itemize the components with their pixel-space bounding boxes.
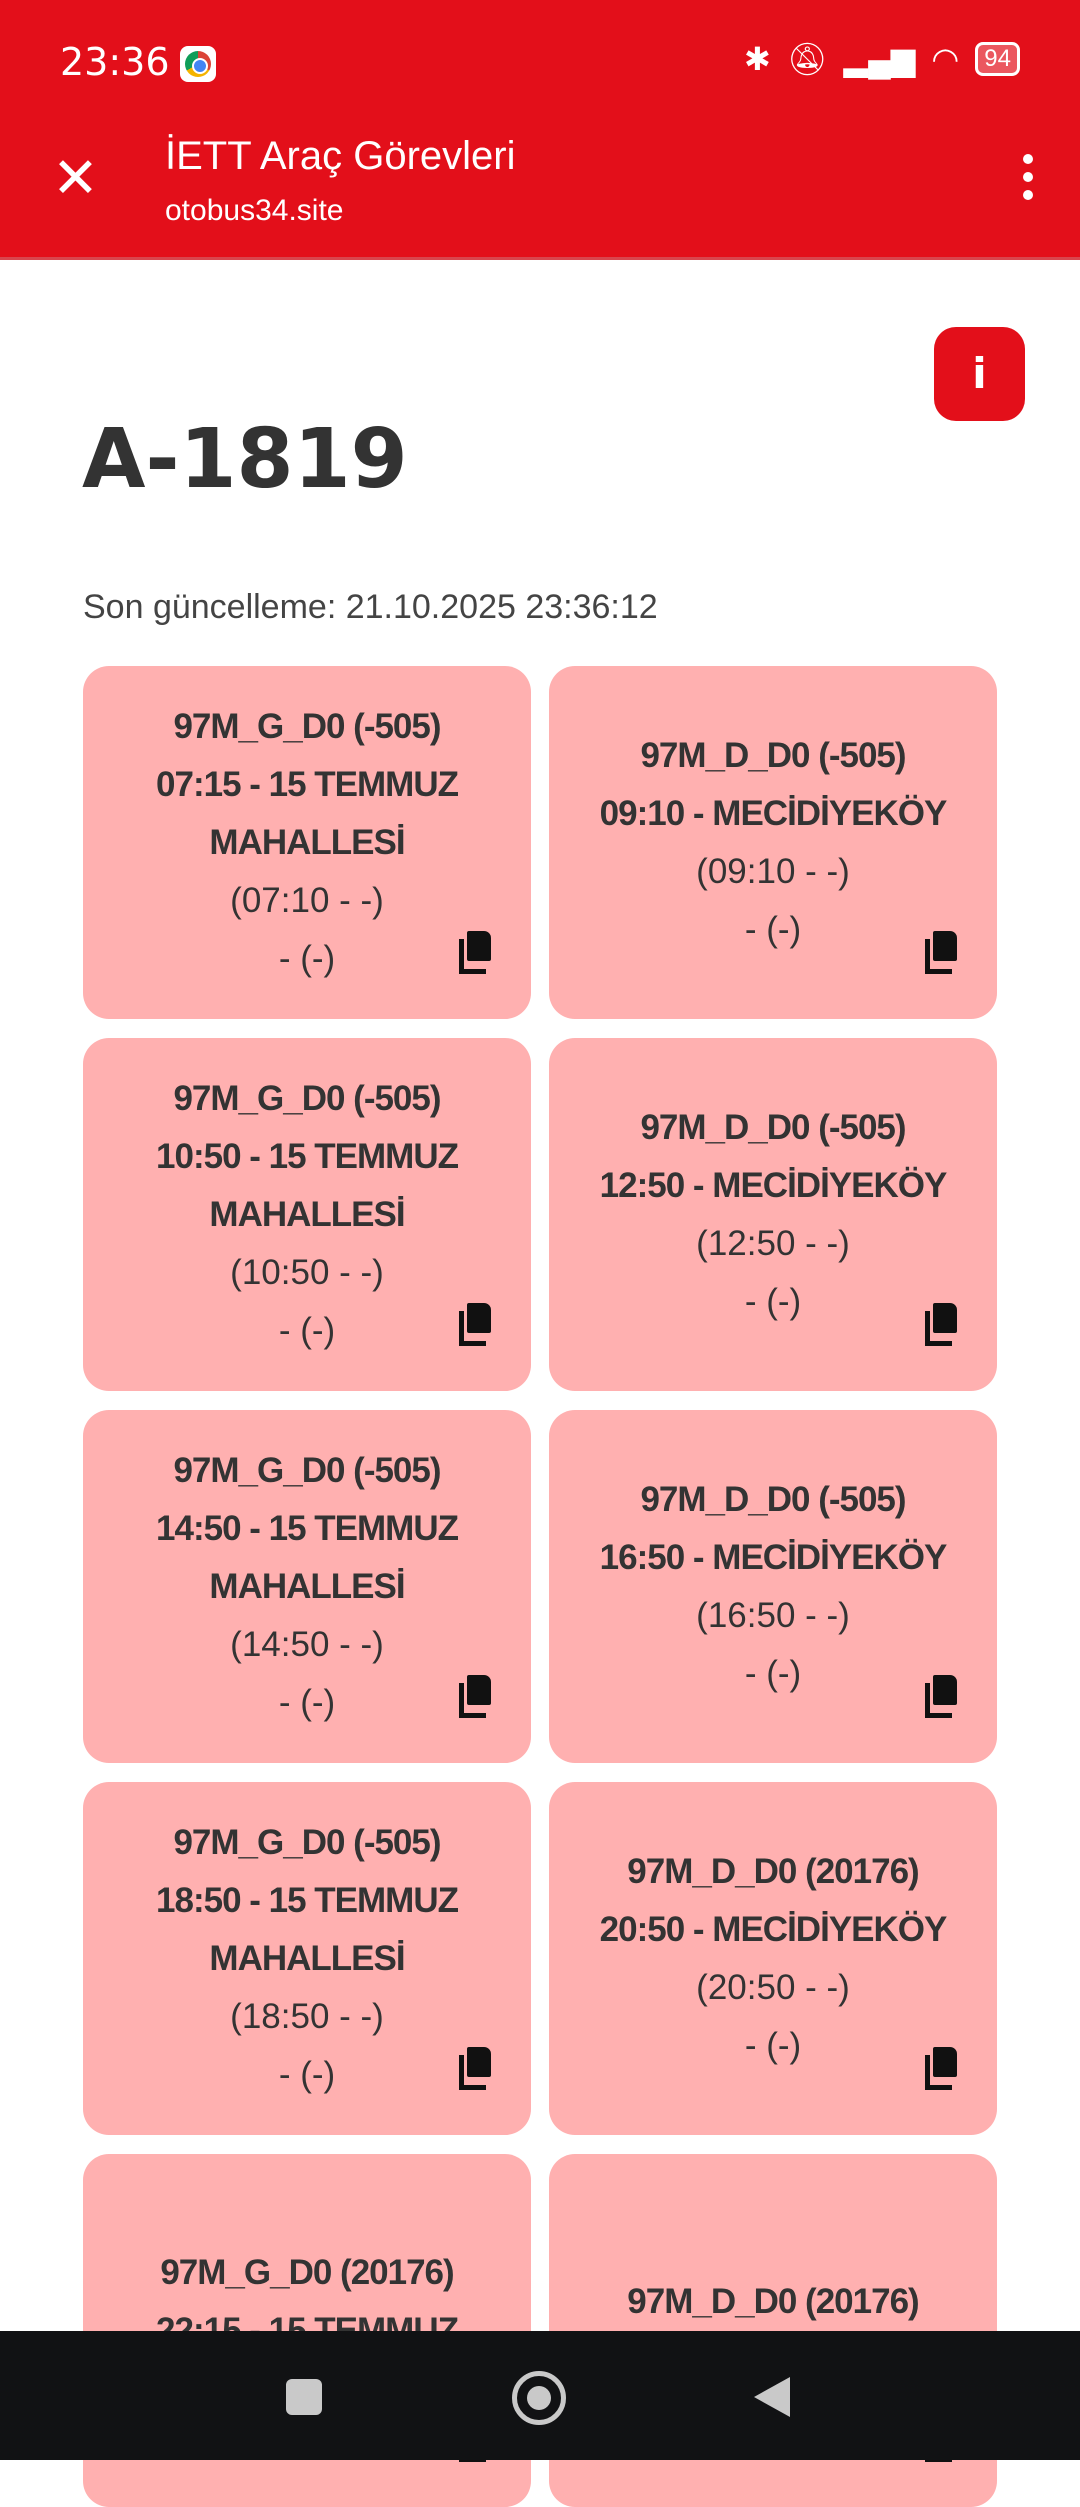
task-status: - (-) — [278, 2054, 336, 2094]
close-icon[interactable]: ✕ — [52, 146, 99, 209]
navigation-bar — [0, 2331, 1080, 2460]
page-title: A-1819 — [82, 412, 408, 507]
status-icons: ✱ 🔕︎ ▂▄▆ ◠ 94 — [744, 40, 1020, 78]
task-actual-time: (18:50 - -) — [230, 1996, 384, 2036]
last-updated: Son güncelleme: 21.10.2025 23:36:12 — [83, 588, 658, 626]
task-departure: 07:15 - 15 TEMMUZ MAHALLESİ — [156, 764, 459, 862]
task-actual-time: (07:10 - -) — [230, 880, 384, 920]
wifi-icon: ◠ — [931, 41, 960, 77]
task-card[interactable]: 97M_D_D0 (-505) 16:50 - MECİDİYEKÖY (16:… — [549, 1410, 997, 1763]
task-card[interactable]: 97M_D_D0 (20176) 20:50 - MECİDİYEKÖY (20… — [549, 1782, 997, 2135]
task-status: - (-) — [278, 1310, 336, 1350]
task-route: 97M_G_D0 (-505) — [173, 1822, 441, 1862]
task-actual-time: (10:50 - -) — [230, 1252, 384, 1292]
home-button[interactable] — [512, 2371, 566, 2425]
task-departure: 18:50 - 15 TEMMUZ MAHALLESİ — [156, 1880, 459, 1978]
copy-icon[interactable] — [459, 2047, 491, 2090]
toolbar-title: İETT Araç Görevleri — [165, 134, 516, 178]
task-card[interactable]: 97M_G_D0 (-505) 18:50 - 15 TEMMUZ MAHALL… — [83, 1782, 531, 2135]
copy-icon[interactable] — [925, 1303, 957, 1346]
task-departure: 14:50 - 15 TEMMUZ MAHALLESİ — [156, 1508, 459, 1606]
task-route: 97M_D_D0 (20176) — [627, 1851, 919, 1891]
task-departure: 12:50 - MECİDİYEKÖY — [599, 1165, 948, 1205]
task-card[interactable]: 97M_D_D0 (-505) 09:10 - MECİDİYEKÖY (09:… — [549, 666, 997, 1019]
task-card[interactable]: 97M_G_D0 (-505) 14:50 - 15 TEMMUZ MAHALL… — [83, 1410, 531, 1763]
task-departure: 20:50 - MECİDİYEKÖY — [599, 1909, 948, 1949]
copy-icon[interactable] — [925, 931, 957, 974]
status-bar: 23:36 ✱ 🔕︎ ▂▄▆ ◠ 94 — [0, 0, 1080, 110]
task-grid: 97M_G_D0 (-505) 07:15 - 15 TEMMUZ MAHALL… — [83, 666, 997, 2507]
task-route: 97M_G_D0 (-505) — [173, 706, 441, 746]
task-departure: 09:10 - MECİDİYEKÖY — [599, 793, 948, 833]
task-actual-time: (20:50 - -) — [696, 1967, 850, 2007]
task-status: - (-) — [744, 1653, 802, 1693]
copy-icon[interactable] — [925, 2047, 957, 2090]
task-route: 97M_G_D0 (-505) — [173, 1078, 441, 1118]
task-actual-time: (12:50 - -) — [696, 1223, 850, 1263]
task-card[interactable]: 97M_G_D0 (-505) 07:15 - 15 TEMMUZ MAHALL… — [83, 666, 531, 1019]
copy-icon[interactable] — [459, 931, 491, 974]
copy-icon[interactable] — [925, 1675, 957, 1718]
toolbar-url: otobus34.site — [165, 194, 344, 227]
back-button[interactable] — [754, 2377, 790, 2417]
task-status: - (-) — [278, 1682, 336, 1722]
status-time: 23:36 — [60, 40, 170, 84]
task-departure: 16:50 - MECİDİYEKÖY — [599, 1537, 948, 1577]
task-route: 97M_G_D0 (-505) — [173, 1450, 441, 1490]
task-status: - (-) — [744, 909, 802, 949]
task-route: 97M_D_D0 (-505) — [640, 1107, 906, 1147]
task-actual-time: (14:50 - -) — [230, 1624, 384, 1664]
task-route: 97M_G_D0 (20176) — [160, 2252, 454, 2292]
task-route: 97M_D_D0 (-505) — [640, 1479, 906, 1519]
task-card[interactable]: 97M_G_D0 (-505) 10:50 - 15 TEMMUZ MAHALL… — [83, 1038, 531, 1391]
signal-icon: ▂▄▆ — [843, 41, 916, 77]
task-status: - (-) — [744, 1281, 802, 1321]
chrome-icon — [180, 46, 216, 82]
copy-icon[interactable] — [459, 1675, 491, 1718]
task-route: 97M_D_D0 (-505) — [640, 735, 906, 775]
more-menu-icon[interactable] — [1016, 154, 1040, 200]
task-actual-time: (09:10 - -) — [696, 851, 850, 891]
task-route: 97M_D_D0 (20176) — [627, 2281, 919, 2321]
mute-icon: 🔕︎ — [786, 41, 828, 77]
custom-tab-toolbar: ✕ İETT Araç Görevleri otobus34.site — [0, 110, 1080, 260]
recents-button[interactable] — [286, 2379, 322, 2415]
copy-icon[interactable] — [459, 1303, 491, 1346]
bluetooth-icon: ✱ — [744, 41, 771, 77]
task-actual-time: (16:50 - -) — [696, 1595, 850, 1635]
task-status: - (-) — [744, 2025, 802, 2065]
task-card[interactable]: 97M_D_D0 (-505) 12:50 - MECİDİYEKÖY (12:… — [549, 1038, 997, 1391]
battery-icon: 94 — [975, 42, 1020, 76]
task-departure: 10:50 - 15 TEMMUZ MAHALLESİ — [156, 1136, 459, 1234]
task-status: - (-) — [278, 938, 336, 978]
info-button[interactable]: i — [934, 327, 1025, 421]
